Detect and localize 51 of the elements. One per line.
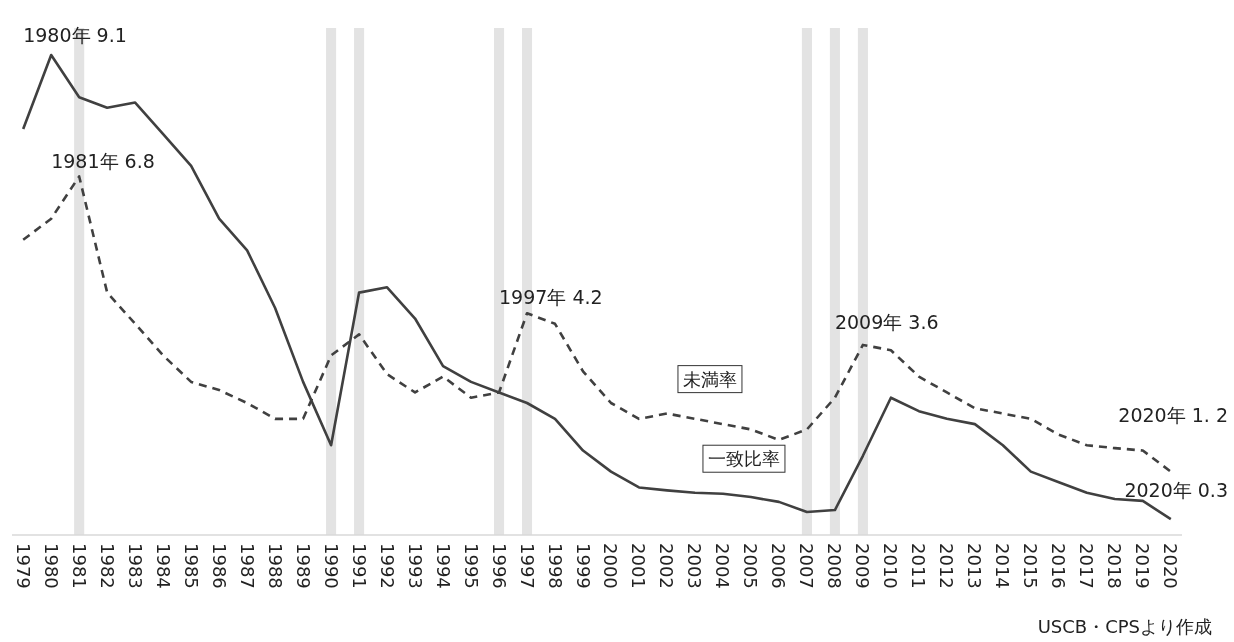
annotation: 2009年 3.6 bbox=[834, 310, 939, 333]
x-tick-label: 1992 bbox=[376, 543, 398, 589]
x-tick-label: 1988 bbox=[264, 543, 286, 589]
x-tick-label: 2017 bbox=[1076, 543, 1098, 589]
x-tick-label: 1994 bbox=[432, 543, 454, 589]
series-label: 未満率 bbox=[682, 368, 737, 390]
x-tick-label: 2008 bbox=[824, 543, 846, 589]
x-tick-label: 1981 bbox=[68, 543, 90, 589]
x-tick-label: 1982 bbox=[96, 543, 118, 589]
x-tick-label: 1980 bbox=[40, 543, 62, 589]
x-tick-label: 2007 bbox=[796, 543, 818, 589]
x-tick-label: 2002 bbox=[656, 543, 678, 589]
x-tick-label: 2016 bbox=[1048, 543, 1070, 589]
x-tick-label: 1991 bbox=[348, 543, 370, 589]
x-tick-label: 1984 bbox=[152, 543, 174, 589]
x-tick-label: 1995 bbox=[460, 543, 482, 589]
text: USCB・CPSより作成 bbox=[1037, 616, 1212, 637]
annotation: 2020年 0.3 bbox=[1124, 479, 1228, 502]
x-tick-label: 1996 bbox=[488, 543, 510, 589]
annotation: 1997年 4.2 bbox=[499, 286, 603, 309]
x-tick-label: 1989 bbox=[292, 543, 314, 589]
annotation: 1981年 6.8 bbox=[51, 150, 155, 173]
x-tick-label: 1983 bbox=[124, 543, 146, 589]
x-tick-label: 2015 bbox=[1020, 543, 1042, 589]
x-tick-label: 1993 bbox=[404, 543, 426, 589]
x-tick-label: 2011 bbox=[908, 543, 930, 589]
annotation: 1980年 9.1 bbox=[23, 24, 127, 46]
x-tick-label: 2001 bbox=[628, 543, 650, 589]
annotation: 2020年 1. 2 bbox=[1118, 403, 1228, 426]
x-tick-label: 2009 bbox=[852, 543, 874, 589]
x-tick-label: 2000 bbox=[600, 543, 622, 589]
x-tick-label: 2018 bbox=[1104, 543, 1126, 589]
x-tick-label: 1997 bbox=[516, 543, 538, 589]
series-label: 一致比率 bbox=[707, 448, 780, 470]
x-tick-label: 2005 bbox=[740, 543, 762, 589]
x-tick-label: 1987 bbox=[236, 543, 258, 589]
x-tick-label: 1979 bbox=[12, 543, 34, 589]
x-tick-label: 2003 bbox=[684, 543, 706, 589]
x-tick-label: 2019 bbox=[1132, 543, 1154, 589]
x-tick-label: 2010 bbox=[880, 543, 902, 589]
x-tick-label: 1985 bbox=[180, 543, 202, 589]
x-tick-label: 2004 bbox=[712, 543, 734, 589]
x-tick-label: 1990 bbox=[320, 543, 342, 589]
x-tick-label: 1999 bbox=[572, 543, 594, 589]
x-tick-label: 2014 bbox=[992, 543, 1014, 589]
x-tick-label: 1998 bbox=[544, 543, 566, 589]
x-tick-label: 1986 bbox=[208, 543, 230, 589]
x-tick-label: 2020 bbox=[1160, 543, 1182, 589]
x-tick-label: 2006 bbox=[768, 543, 790, 589]
x-tick-label: 2012 bbox=[936, 543, 958, 589]
x-tick-label: 2013 bbox=[964, 543, 986, 589]
